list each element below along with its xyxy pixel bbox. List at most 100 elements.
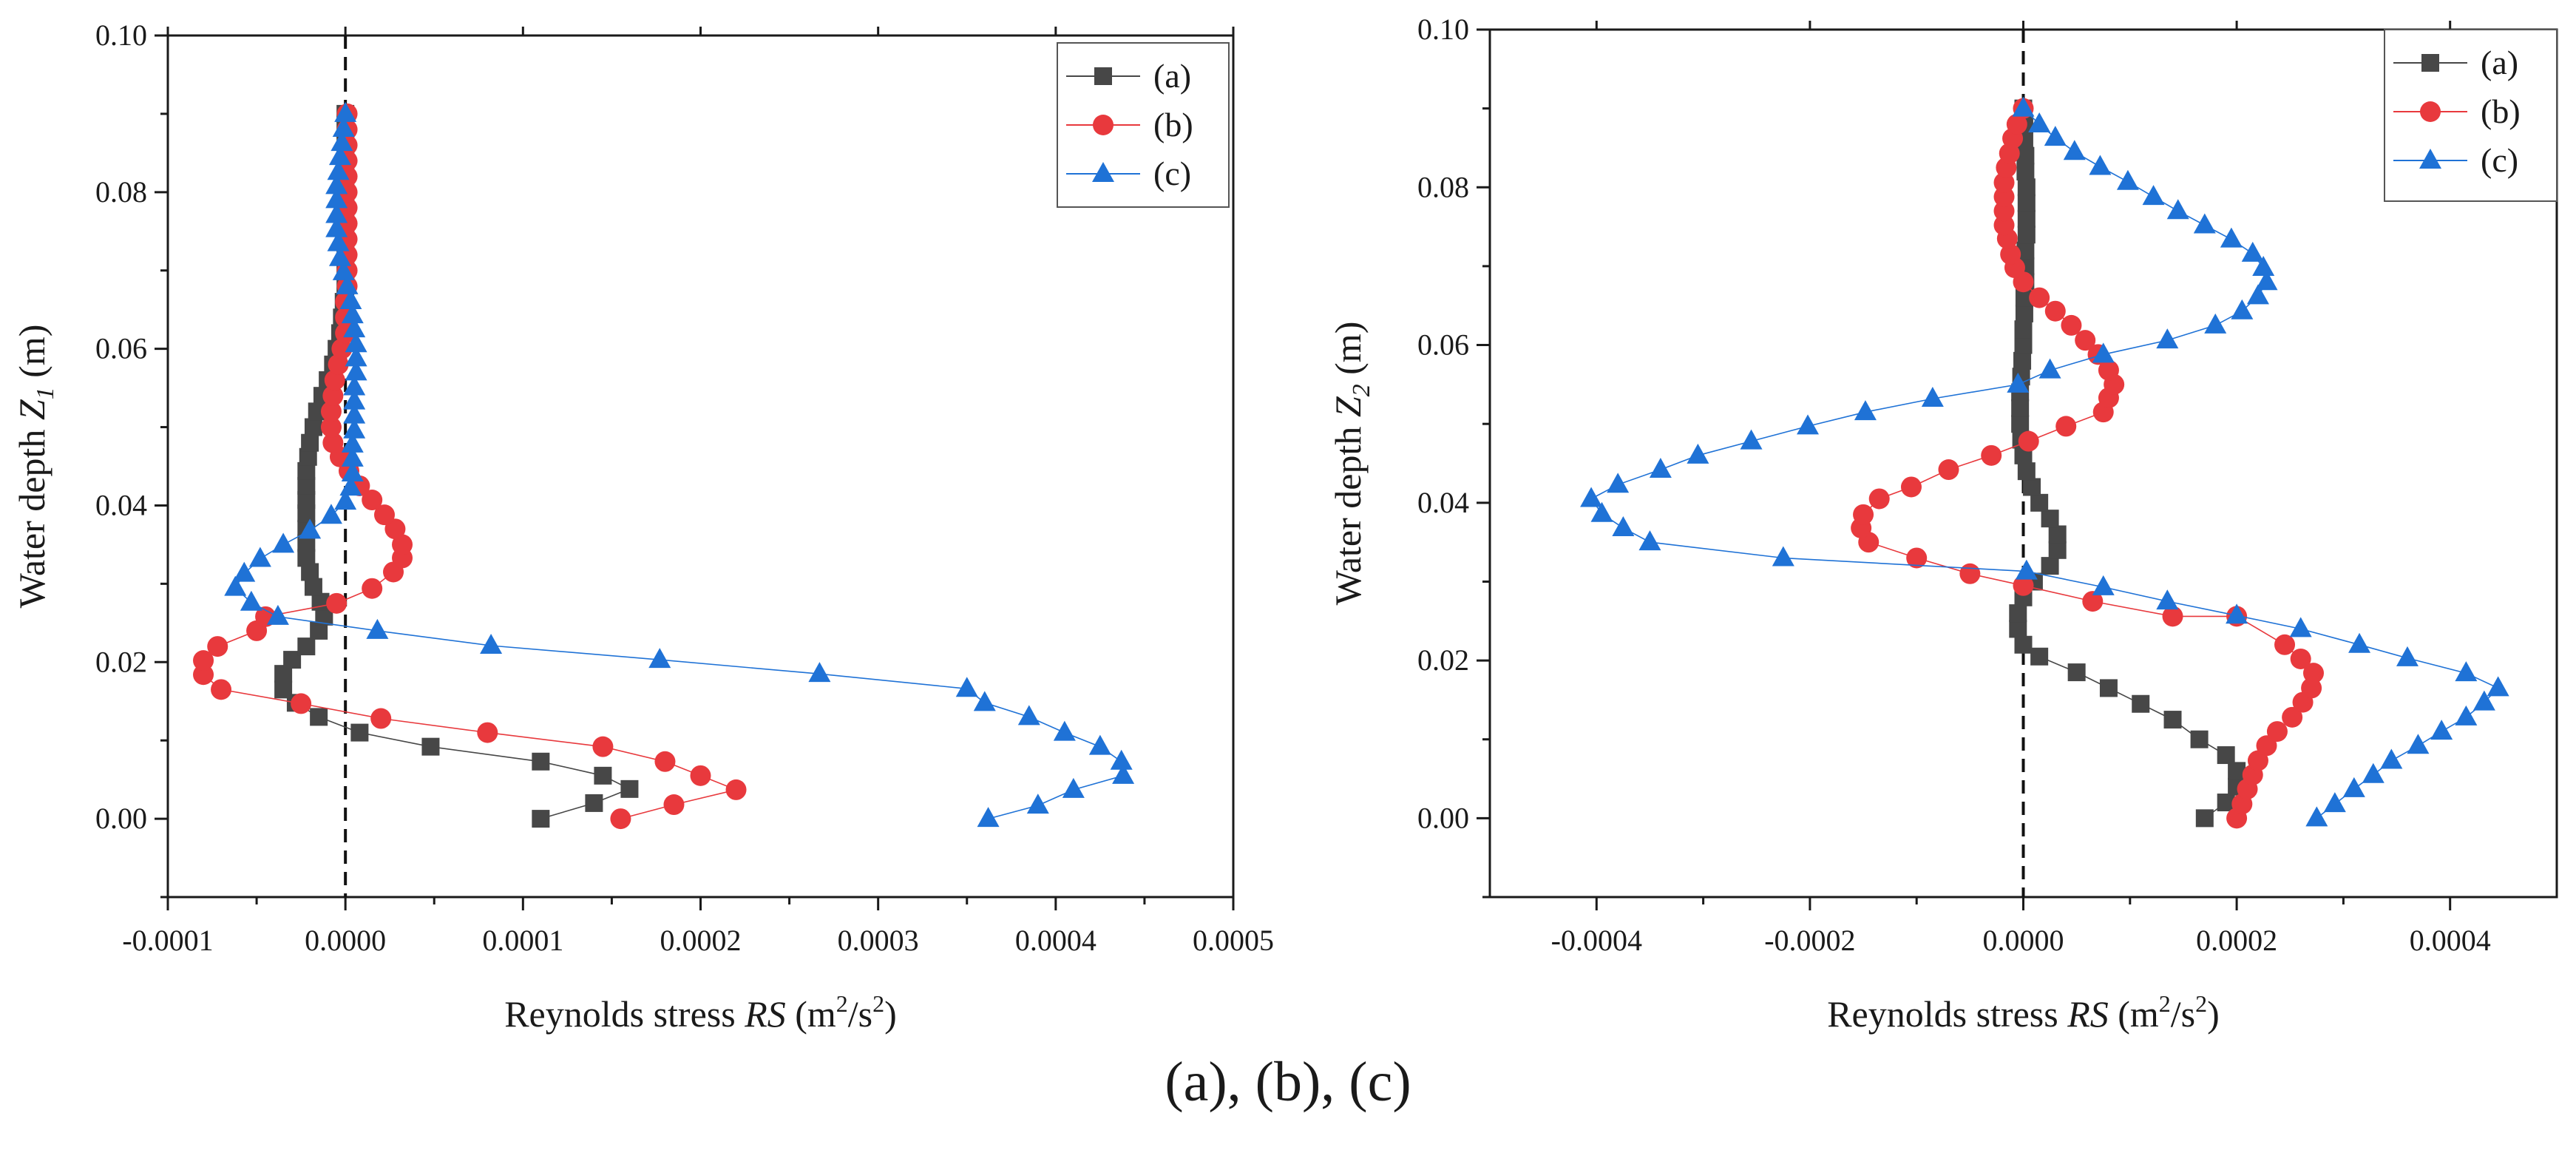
data-point-square — [594, 766, 612, 785]
data-point-square — [2017, 209, 2036, 228]
data-point-triangle — [480, 634, 503, 655]
x-tick-label: -0.0002 — [1764, 924, 1855, 957]
data-point-square — [421, 737, 440, 756]
data-point-triangle — [224, 575, 247, 596]
data-point-circle — [1900, 476, 1922, 498]
data-point-circle — [2247, 750, 2268, 771]
data-point-circle — [374, 504, 396, 526]
data-point-circle — [2256, 735, 2277, 757]
x-label-sup: 2 — [872, 990, 884, 1017]
data-point-triangle — [2226, 603, 2248, 624]
y-tick-label: 0.02 — [1417, 643, 1469, 677]
data-point-triangle — [2396, 646, 2419, 666]
data-point-triangle — [328, 145, 351, 166]
y-tick-label: 0.00 — [1417, 801, 1469, 834]
data-point-circle — [2098, 359, 2119, 381]
data-point-circle — [322, 385, 344, 407]
x-label-text: Reynolds stress — [1827, 993, 2067, 1035]
data-point-triangle — [2252, 256, 2275, 277]
series-line-2 — [1590, 108, 2499, 819]
data-point-circle — [320, 416, 342, 438]
data-point-triangle — [2063, 140, 2086, 160]
legend-marker-circle — [1093, 115, 1114, 135]
y-label-text: Water depth — [1327, 417, 1369, 605]
data-point-square — [2067, 663, 2086, 682]
legend-marker-triangle — [2419, 149, 2441, 169]
legend-label: (c) — [1153, 155, 1191, 192]
y-tick-label: 0.10 — [95, 18, 147, 52]
data-point-triangle — [325, 203, 348, 223]
data-point-circle — [2162, 606, 2183, 627]
data-point-square — [2041, 510, 2059, 528]
data-point-triangle — [973, 691, 996, 711]
data-point-triangle — [345, 346, 367, 367]
legend-marker-circle — [2420, 101, 2441, 122]
x-tick-label: 0.0000 — [1983, 924, 2064, 957]
y-tick-label: 0.10 — [1417, 13, 1469, 46]
data-point-triangle — [325, 217, 348, 237]
series-line-1 — [1860, 108, 2314, 819]
data-point-square — [2099, 679, 2118, 697]
data-point-circle — [1853, 504, 1874, 525]
legend-label: (c) — [2481, 141, 2518, 179]
data-point-circle — [1906, 547, 1928, 569]
data-point-triangle — [2472, 690, 2495, 711]
y-label-unit: (m) — [11, 325, 52, 388]
data-point-square — [2009, 620, 2027, 638]
data-point-triangle — [2015, 559, 2038, 580]
data-point-triangle — [1053, 720, 1076, 741]
data-point-triangle — [343, 418, 366, 439]
data-point-square — [304, 578, 322, 596]
data-point-square — [297, 637, 316, 656]
data-point-triangle — [325, 188, 348, 209]
data-point-triangle — [332, 117, 355, 138]
data-point-circle — [610, 808, 631, 830]
data-point-triangle — [2487, 676, 2509, 697]
y-label-sub: 2 — [1348, 384, 1375, 396]
data-point-triangle — [2255, 270, 2278, 291]
data-point-square — [2217, 746, 2235, 765]
data-point-square — [2195, 809, 2214, 828]
legend-marker-square — [1094, 67, 1112, 85]
data-point-circle — [1938, 459, 1959, 481]
x-tick-label: 0.0002 — [2196, 924, 2277, 957]
x-tick-label: 0.0000 — [305, 924, 386, 957]
data-point-square — [2009, 604, 2027, 623]
data-point-circle — [654, 751, 676, 772]
x-tick-label: 0.0004 — [2410, 924, 2491, 957]
data-point-square — [532, 810, 550, 828]
legend-label: (b) — [1153, 106, 1193, 143]
y-tick-label: 0.08 — [1417, 170, 1469, 203]
data-point-circle — [2266, 721, 2288, 743]
y-label-text: Water depth — [11, 420, 52, 608]
data-point-triangle — [341, 446, 364, 467]
data-point-circle — [2000, 243, 2021, 265]
data-point-circle — [477, 722, 498, 743]
data-point-triangle — [2089, 155, 2112, 175]
y-label-sub: 1 — [32, 387, 59, 399]
data-point-square — [310, 708, 328, 726]
x-label-sup: 2 — [836, 990, 848, 1017]
x-tick-label: 0.0003 — [838, 924, 919, 957]
data-point-square — [2190, 730, 2209, 748]
data-point-square — [297, 476, 316, 495]
data-point-triangle — [336, 274, 359, 294]
data-point-circle — [2006, 113, 2027, 135]
data-point-triangle — [2156, 589, 2179, 610]
data-point-triangle — [328, 246, 351, 266]
data-point-triangle — [240, 590, 262, 611]
data-point-triangle — [2012, 96, 2035, 117]
y-tick-label: 0.04 — [95, 488, 147, 521]
legend-label: (b) — [2481, 92, 2521, 130]
data-point-square — [2016, 146, 2035, 165]
series-line-1 — [203, 113, 739, 819]
data-point-circle — [331, 338, 353, 359]
data-point-triangle — [2044, 126, 2067, 146]
data-point-circle — [324, 370, 345, 390]
data-point-triangle — [1649, 458, 1672, 478]
data-point-triangle — [343, 389, 366, 410]
data-point-triangle — [2166, 199, 2189, 220]
data-point-triangle — [1017, 705, 1040, 725]
data-point-triangle — [272, 532, 295, 553]
